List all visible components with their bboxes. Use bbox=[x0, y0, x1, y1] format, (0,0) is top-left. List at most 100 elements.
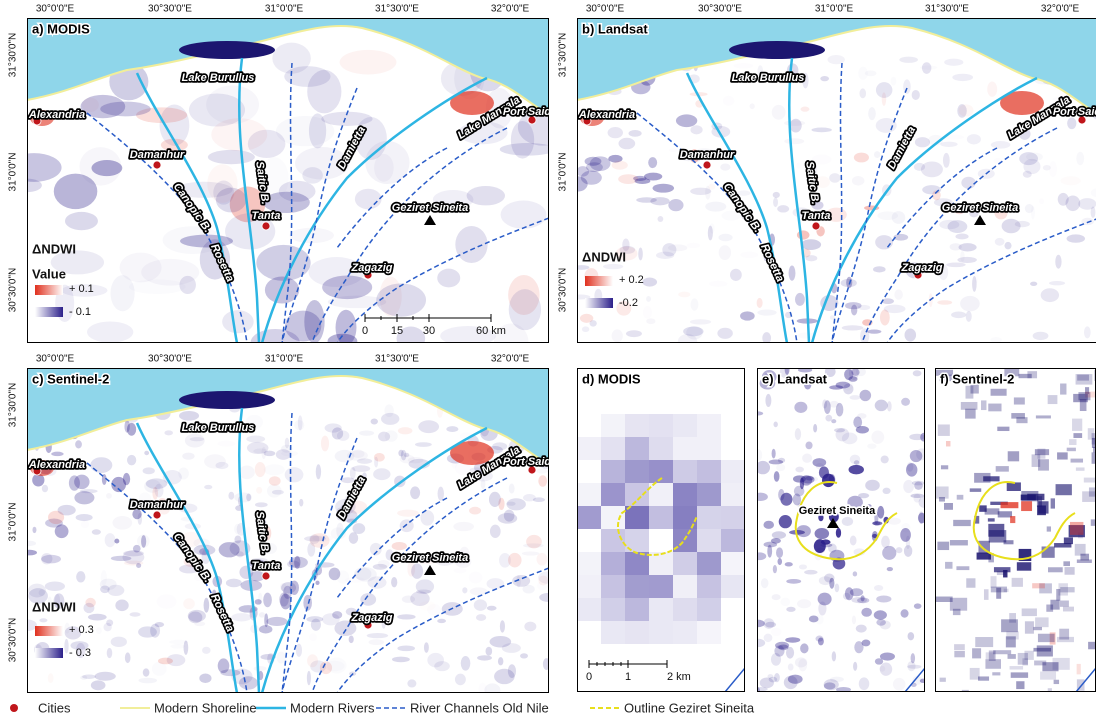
modis-pixel bbox=[649, 483, 673, 506]
field bbox=[1077, 664, 1081, 674]
ndwi-patch bbox=[723, 96, 735, 106]
field bbox=[1056, 589, 1060, 601]
field bbox=[996, 466, 1009, 472]
ndwi-patch bbox=[658, 216, 664, 222]
field bbox=[954, 651, 965, 657]
ndwi-patch bbox=[776, 547, 783, 558]
legend: CitiesModern ShorelineModern RiversRiver… bbox=[10, 700, 755, 715]
ndwi-patch bbox=[668, 199, 683, 211]
ndwi-patch bbox=[589, 320, 596, 326]
ndwi-patch bbox=[276, 449, 291, 460]
place-label: Tanta bbox=[252, 560, 281, 572]
ndwi-patch bbox=[39, 618, 47, 622]
lake-burullus bbox=[179, 41, 275, 59]
ndwi-patch bbox=[424, 642, 429, 653]
legend-city bbox=[10, 704, 18, 712]
ndwi-patch bbox=[285, 467, 304, 482]
ndwi-patch bbox=[753, 493, 768, 501]
ndwi-patch bbox=[321, 436, 329, 452]
ndwi-patch bbox=[771, 538, 781, 544]
ndwi-patch bbox=[90, 457, 112, 473]
ndwi-patch bbox=[402, 595, 415, 602]
ndwi-patch bbox=[269, 476, 281, 485]
ndwi-patch bbox=[287, 561, 300, 568]
legend-max: + 0.1 bbox=[69, 283, 94, 295]
ndwi-patch bbox=[498, 513, 517, 524]
ndwi-patch bbox=[45, 582, 65, 592]
ndwi-patch bbox=[876, 619, 886, 626]
ndwi-patch bbox=[329, 568, 341, 581]
ndwi-patch bbox=[111, 637, 127, 647]
ndwi-patch bbox=[141, 259, 199, 286]
ndwi-patch bbox=[65, 212, 98, 230]
ndwi-patch bbox=[246, 436, 265, 443]
ndwi-patch bbox=[653, 184, 674, 193]
field bbox=[950, 540, 968, 545]
ndwi-patch bbox=[280, 583, 286, 591]
ndwi-patch bbox=[751, 639, 765, 647]
ndwi-patch bbox=[1033, 332, 1049, 340]
ndwi-patch bbox=[277, 652, 286, 664]
field bbox=[1021, 491, 1038, 501]
ndwi-patch bbox=[829, 385, 843, 389]
field bbox=[983, 476, 999, 481]
ndwi-patch bbox=[773, 421, 777, 427]
ndwi-patch bbox=[352, 523, 365, 534]
ndwi-patch bbox=[397, 645, 415, 651]
ndwi-patch bbox=[859, 677, 870, 690]
field bbox=[1019, 374, 1032, 378]
ndwi-patch bbox=[906, 463, 917, 476]
ndwi-patch bbox=[761, 578, 769, 588]
ndwi-patch bbox=[371, 418, 378, 424]
modis-pixel bbox=[649, 575, 673, 598]
ndwi-patch bbox=[921, 161, 943, 177]
ndwi-patch bbox=[797, 599, 811, 608]
ndwi-patch bbox=[800, 643, 808, 653]
field bbox=[992, 672, 1000, 675]
ndwi-patch bbox=[789, 265, 796, 280]
ndwi-patch bbox=[536, 469, 547, 474]
panel-content: Lake BurullusAlexandriaDamanhurSaitic B.… bbox=[7, 18, 573, 361]
ndwi-patch bbox=[437, 619, 446, 623]
ndwi-patch bbox=[913, 494, 920, 503]
field bbox=[953, 609, 961, 615]
field bbox=[1070, 522, 1083, 535]
ndwi-patch bbox=[882, 546, 896, 560]
ndwi-patch bbox=[524, 622, 536, 632]
ndwi-patch bbox=[262, 447, 266, 459]
lon-label: 32°0'0"E bbox=[491, 354, 530, 365]
modis-pixel bbox=[697, 598, 721, 621]
ndwi-patch bbox=[901, 609, 909, 618]
ndwi-patch bbox=[327, 658, 347, 674]
lon-label: 31°30'0"E bbox=[375, 354, 419, 365]
field bbox=[945, 562, 952, 569]
ndwi-patch bbox=[683, 327, 703, 337]
lon-label: 32°0'0"E bbox=[491, 4, 530, 15]
ndwi-patch bbox=[876, 595, 891, 602]
field bbox=[1063, 607, 1074, 612]
modis-pixel bbox=[625, 483, 649, 506]
modis-pixel bbox=[673, 460, 697, 483]
field bbox=[991, 576, 997, 588]
ndwi-patch bbox=[582, 326, 589, 332]
ndwi-patch bbox=[877, 211, 898, 220]
map-panel: Lake BurullusAlexandriaDamanhurSaitic B.… bbox=[8, 354, 558, 697]
place-label: Geziret Sineita bbox=[392, 552, 468, 564]
legend-bar-high bbox=[585, 276, 613, 286]
panel-title: c) Sentinel-2 bbox=[32, 371, 109, 386]
ndwi-patch bbox=[349, 532, 358, 544]
legend-label: Modern Shoreline bbox=[154, 700, 257, 715]
ndwi-patch bbox=[446, 426, 458, 432]
field bbox=[1006, 636, 1016, 647]
ndwi-patch bbox=[874, 585, 883, 591]
modis-pixel bbox=[577, 437, 601, 460]
ndwi-patch bbox=[453, 568, 466, 573]
ndwi-patch bbox=[170, 644, 184, 649]
field bbox=[1025, 621, 1034, 633]
field bbox=[1001, 502, 1019, 508]
ndwi-patch bbox=[903, 480, 914, 493]
ndwi-patch bbox=[373, 468, 390, 480]
ndwi-patch bbox=[891, 77, 897, 86]
ndwi-patch bbox=[299, 499, 303, 507]
ndwi-patch bbox=[824, 682, 835, 689]
